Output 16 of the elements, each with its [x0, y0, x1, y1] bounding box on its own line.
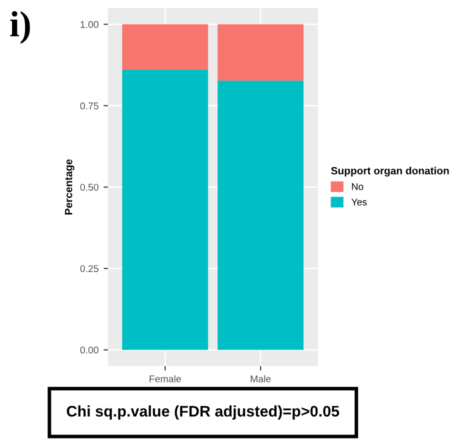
y-tick-label: 0.00 — [80, 346, 98, 354]
bar — [218, 80, 304, 350]
y-axis-title: Percentage — [64, 159, 74, 214]
bar — [218, 24, 304, 81]
y-tick-label: 0.25 — [80, 265, 98, 272]
y-tick-label: 0.75 — [80, 102, 98, 110]
legend-title: Support organ donation — [331, 166, 449, 177]
text: Chi sq.p.value (FDR adjusted)=p>0.05 — [66, 405, 340, 420]
legend-label: No — [352, 183, 364, 190]
y-tick-label: 1.00 — [80, 21, 98, 28]
x-tick-label: Female — [150, 375, 181, 382]
x-tick-label: Male — [250, 375, 271, 382]
bar — [122, 24, 208, 70]
legend-label: Yes — [351, 198, 367, 206]
chart-title: i) — [10, 11, 30, 44]
y-tick-label: 0.50 — [80, 184, 98, 191]
